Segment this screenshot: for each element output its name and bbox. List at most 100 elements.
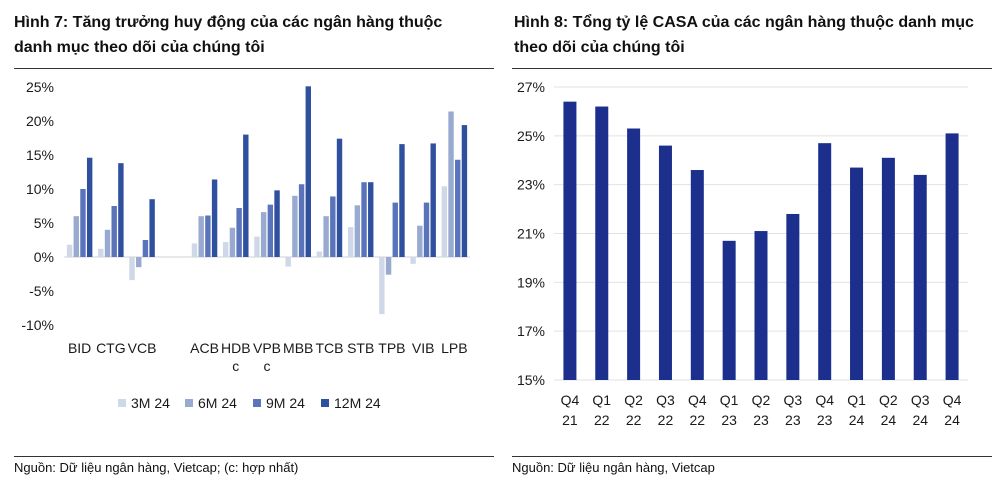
x-tick-label: Q1 (720, 392, 739, 408)
bottom-rule (512, 456, 992, 457)
x-tick-label: Q4 (815, 392, 834, 408)
x-tick-label: 24 (881, 412, 897, 428)
x-tick-label: Q4 (943, 392, 962, 408)
bar (223, 242, 229, 257)
bar (260, 212, 267, 257)
bottom-rule (14, 456, 494, 457)
bar (385, 257, 392, 275)
y-tick-label: 23% (517, 177, 545, 193)
bar (361, 182, 367, 257)
x-tick-label: Q3 (911, 392, 930, 408)
bar (441, 186, 448, 257)
x-tick-label: 24 (944, 412, 960, 428)
y-tick-label: -5% (29, 283, 54, 299)
bar (136, 257, 142, 268)
x-tick-label: c (264, 358, 271, 374)
legend-swatch (185, 399, 193, 407)
deposit-growth-chart: 25%20%15%10%5%0%-5%-10%BID CTG VCB ACB HDBcV… (21, 79, 470, 411)
x-tick-label: 23 (753, 412, 769, 428)
bar (267, 204, 274, 257)
x-tick-label: VCB (128, 340, 157, 356)
legend-label: 6M 24 (198, 395, 237, 411)
bar (455, 159, 461, 257)
bar (285, 257, 291, 267)
x-tick-label: MBB (283, 340, 313, 356)
bar (149, 199, 155, 257)
y-tick-label: 15% (517, 372, 545, 388)
bar (913, 174, 927, 380)
bar (142, 240, 149, 257)
x-tick-label: 23 (721, 412, 737, 428)
bar (368, 182, 374, 257)
bar (850, 167, 864, 380)
x-tick-label: 24 (912, 412, 928, 428)
x-tick-label: VIB (412, 340, 435, 356)
top-rule (512, 68, 992, 69)
legend-label: 9M 24 (266, 395, 305, 411)
bar (205, 215, 211, 257)
bar (330, 196, 336, 257)
x-tick-label: BID (68, 340, 91, 356)
bar (881, 157, 895, 380)
y-tick-label: 27% (517, 79, 545, 95)
x-tick-label: 23 (785, 412, 801, 428)
bar (417, 225, 423, 257)
x-tick-label: 22 (690, 412, 706, 428)
bar (754, 231, 768, 380)
bar (111, 206, 117, 257)
x-tick-label: ACB (190, 340, 219, 356)
bar (336, 138, 343, 257)
bar (722, 240, 736, 380)
x-tick-label: VPB (253, 340, 281, 356)
bar (316, 251, 323, 257)
bar (305, 86, 311, 257)
bar (323, 216, 329, 257)
bar (191, 243, 198, 257)
bar (658, 145, 672, 380)
y-tick-label: 25% (26, 79, 54, 95)
bar (461, 125, 468, 257)
legend-swatch (118, 399, 126, 407)
x-tick-label: Q4 (561, 392, 580, 408)
x-tick-label: Q2 (879, 392, 898, 408)
y-tick-label: -10% (21, 317, 54, 333)
x-tick-label: Q3 (784, 392, 803, 408)
bar (236, 208, 242, 257)
x-tick-label: Q2 (624, 392, 643, 408)
y-tick-label: 25% (517, 128, 545, 144)
legend-swatch (253, 399, 261, 407)
bar (423, 202, 430, 257)
bar (945, 133, 959, 380)
casa-ratio-chart: 27% 25% 23% 21% 19% 17% 15% Q4 21 Q1 22 Q2 22 Q3 22 Q4 2… (517, 79, 968, 428)
x-tick-label: Q2 (752, 392, 771, 408)
x-tick-label: Q3 (656, 392, 675, 408)
x-tick-label: 23 (817, 412, 833, 428)
x-tick-label: TCB (315, 340, 343, 356)
legend-label: 12M 24 (334, 395, 381, 411)
y-tick-label: 15% (26, 147, 54, 163)
bar (627, 128, 641, 380)
x-tick-label: Q1 (592, 392, 611, 408)
bar (86, 157, 93, 257)
x-tick-label: Q4 (688, 392, 707, 408)
top-rule (14, 68, 494, 69)
bar (818, 143, 832, 380)
bar (786, 213, 800, 380)
bar (410, 257, 416, 264)
bar (690, 170, 704, 380)
bar (292, 195, 298, 257)
source-note: Nguồn: Dữ liệu ngân hàng, Vietcap (512, 460, 715, 475)
bar (129, 257, 135, 281)
chart-title: Hình 8: Tổng tỷ lệ CASA của các ngân hàn… (514, 14, 974, 56)
bar (448, 111, 454, 257)
x-tick-label: 21 (562, 412, 578, 428)
x-tick-label: c (232, 358, 239, 374)
x-tick-label: STB (347, 340, 374, 356)
legend-label: 3M 24 (131, 395, 170, 411)
bar (118, 163, 124, 257)
source-note: Nguồn: Dữ liệu ngân hàng, Vietcap; (c: h… (14, 460, 299, 475)
x-tick-label: TPB (378, 340, 405, 356)
bar (274, 190, 280, 257)
bar (229, 227, 236, 257)
bar (298, 184, 305, 257)
